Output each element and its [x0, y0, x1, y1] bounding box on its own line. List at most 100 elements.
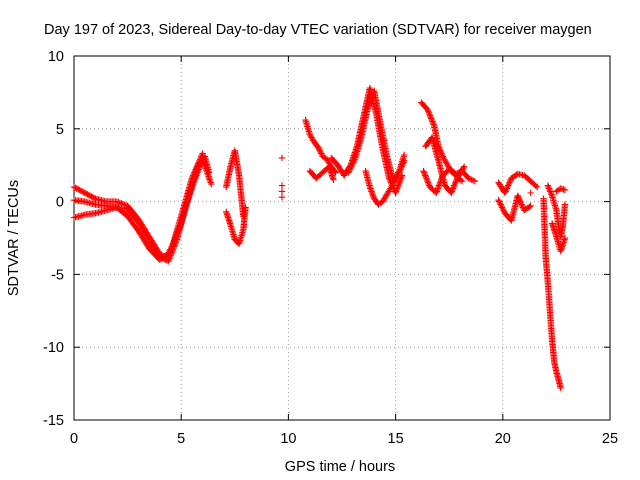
data-point — [506, 178, 514, 185]
data-point — [504, 182, 512, 189]
data-point — [430, 121, 437, 128]
data-points — [70, 84, 569, 392]
data-point — [115, 199, 122, 206]
axes — [73, 55, 611, 421]
data-point — [532, 182, 540, 190]
data-point — [194, 162, 201, 169]
data-point — [435, 144, 443, 151]
data-point — [519, 202, 526, 210]
data-point — [503, 185, 511, 192]
data-point — [449, 186, 456, 194]
data-point — [547, 188, 554, 195]
data-point — [398, 163, 405, 170]
data-point — [422, 173, 430, 181]
data-point — [517, 198, 524, 205]
data-point — [516, 196, 523, 204]
data-point — [346, 166, 354, 173]
x-tick-label: 0 — [70, 431, 78, 447]
data-point — [399, 162, 406, 169]
data-point — [428, 115, 435, 122]
data-point — [165, 256, 173, 264]
data-point — [393, 175, 400, 182]
data-point — [196, 157, 203, 165]
y-tick-label: -15 — [43, 413, 64, 429]
data-point — [278, 154, 286, 162]
data-point — [544, 182, 552, 189]
data-point — [424, 178, 431, 185]
data-point — [527, 202, 534, 210]
data-point — [193, 163, 201, 170]
x-axis-label: GPS time / hours — [285, 459, 395, 475]
y-tick-label: 5 — [56, 122, 64, 138]
data-point — [198, 153, 205, 160]
data-point — [191, 167, 199, 175]
data-point — [316, 147, 324, 154]
data-point — [527, 189, 534, 197]
data-point — [496, 199, 504, 207]
data-point — [199, 150, 206, 157]
series-arc-17 — [527, 189, 534, 197]
data-point — [429, 119, 437, 127]
data-point — [195, 160, 202, 167]
data-point — [195, 159, 203, 166]
data-point — [561, 234, 569, 242]
data-point — [451, 182, 458, 189]
data-point — [278, 194, 286, 201]
series-arc-10 — [345, 87, 408, 185]
data-point — [471, 178, 479, 185]
data-point — [193, 164, 200, 172]
data-point — [396, 167, 404, 175]
data-point — [495, 196, 502, 204]
data-point — [397, 164, 405, 172]
series-arc-20 — [548, 220, 569, 255]
x-tick-label: 15 — [388, 431, 404, 447]
data-point — [437, 147, 444, 154]
data-point — [546, 186, 553, 194]
series-arc-21 — [553, 185, 569, 195]
data-point — [400, 157, 408, 165]
data-point — [545, 183, 552, 191]
data-point — [452, 178, 460, 185]
data-point — [113, 198, 121, 205]
data-point — [505, 180, 513, 188]
data-point — [448, 188, 456, 195]
data-point — [437, 148, 445, 156]
data-point — [400, 159, 407, 166]
data-point — [504, 183, 511, 191]
data-point — [420, 169, 428, 176]
data-point — [395, 169, 403, 176]
x-tick-label: 5 — [177, 431, 185, 447]
y-tick-label: 10 — [48, 49, 64, 65]
data-point — [497, 201, 504, 208]
data-point — [460, 164, 467, 172]
data-point — [526, 203, 533, 211]
data-point — [400, 151, 408, 159]
data-point — [461, 163, 468, 170]
data-point — [424, 179, 432, 186]
data-point — [423, 175, 430, 182]
data-point — [191, 169, 198, 176]
data-point — [518, 201, 525, 208]
data-point — [397, 166, 404, 173]
data-point — [424, 106, 431, 114]
data-point — [436, 145, 443, 153]
data-point — [345, 169, 352, 176]
data-point — [452, 179, 459, 186]
x-tick-label: 25 — [602, 431, 618, 447]
data-point — [423, 176, 431, 183]
data-point — [506, 179, 513, 186]
data-point — [188, 175, 196, 182]
series-arc-13 — [422, 134, 468, 197]
data-point — [561, 201, 569, 208]
data-point — [197, 154, 204, 162]
data-point — [278, 182, 286, 189]
data-point — [496, 198, 503, 205]
data-point — [435, 143, 442, 150]
data-point — [242, 204, 249, 211]
data-point — [426, 111, 433, 118]
data-point — [189, 172, 197, 179]
data-point — [533, 183, 541, 191]
data-point — [278, 188, 286, 195]
data-point — [428, 116, 436, 124]
